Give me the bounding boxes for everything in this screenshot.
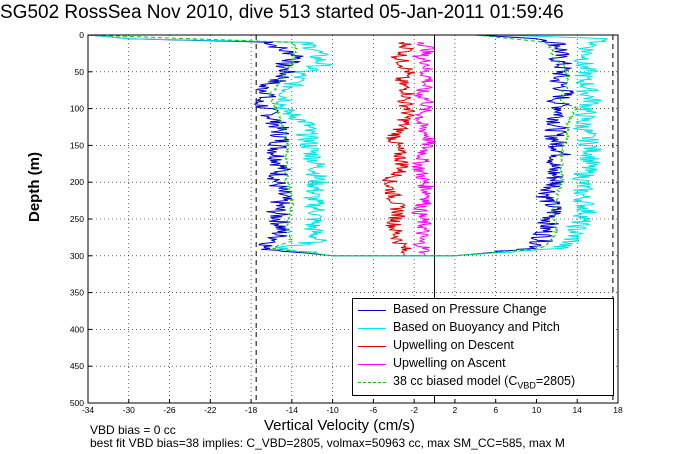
legend-label: 38 cc biased model (CVBD=2805): [393, 374, 575, 391]
legend-label: Based on Pressure Change: [393, 302, 547, 316]
legend-swatch: [358, 364, 386, 365]
y-tick-label: 150: [70, 140, 84, 150]
legend-item-biased-model: 38 cc biased model (CVBD=2805): [353, 373, 613, 391]
y-tick-label: 350: [70, 288, 84, 298]
y-tick-label: 300: [70, 251, 84, 261]
x-tick-label: 6: [493, 405, 498, 415]
x-tick-label: 10: [532, 405, 542, 415]
x-tick-label: -30: [123, 405, 136, 415]
x-tick-label: -18: [245, 405, 258, 415]
legend-swatch: [358, 310, 386, 311]
y-tick-label: 450: [70, 361, 84, 371]
vbd-bias-note: VBD bias = 0 cc: [90, 423, 176, 437]
x-axis-label: Vertical Velocity (cm/s): [264, 417, 415, 434]
x-tick-label: 18: [613, 405, 623, 415]
legend-swatch: [358, 382, 386, 383]
y-axis-label: Depth (m): [26, 152, 43, 222]
legend: Based on Pressure Change Based on Buoyan…: [352, 298, 614, 396]
x-tick-label: -26: [163, 405, 176, 415]
x-tick-label: -2: [410, 405, 418, 415]
x-tick-label: -22: [204, 405, 217, 415]
y-tick-label: 250: [70, 214, 84, 224]
x-tick-label: -6: [370, 405, 378, 415]
legend-item-pressure: Based on Pressure Change: [353, 301, 613, 319]
x-tick-label: 2: [453, 405, 458, 415]
series-line-0-ascent: [454, 34, 575, 257]
y-tick-label: 0: [79, 30, 84, 40]
legend-label: Upwelling on Ascent: [393, 356, 506, 370]
legend-label: Based on Buoyancy and Pitch: [393, 320, 560, 334]
legend-item-buoyancy: Based on Buoyancy and Pitch: [353, 319, 613, 337]
x-tick-label: -10: [326, 405, 339, 415]
series-line-4-descent: [87, 34, 455, 257]
legend-subscript: VBD: [517, 380, 536, 391]
series-line-4-ascent: [454, 34, 580, 257]
x-tick-label: -34: [82, 405, 95, 415]
series-line-1-ascent: [454, 34, 608, 257]
y-tick-label: 400: [70, 324, 84, 334]
legend-item-upwelling-ascent: Upwelling on Ascent: [353, 355, 613, 373]
y-tick-label: 200: [70, 177, 84, 187]
chart-title: SG502 RossSea Nov 2010, dive 513 started…: [0, 2, 564, 23]
best-fit-note: best fit VBD bias=38 implies: C_VBD=2805…: [90, 436, 565, 450]
series-line-3: [411, 41, 436, 256]
x-tick-label: -14: [286, 405, 299, 415]
series-line-2: [381, 41, 416, 256]
y-tick-label: 500: [70, 398, 84, 408]
legend-swatch: [358, 346, 386, 347]
y-tick-label: 50: [75, 67, 85, 77]
legend-label-main: 38 cc biased model (C: [393, 374, 518, 388]
x-tick-label: 14: [572, 405, 582, 415]
y-tick-label: 100: [70, 104, 84, 114]
legend-swatch: [358, 328, 386, 329]
legend-label: Upwelling on Descent: [393, 338, 514, 352]
legend-label-suffix: =2805): [535, 374, 576, 388]
legend-item-upwelling-descent: Upwelling on Descent: [353, 337, 613, 355]
